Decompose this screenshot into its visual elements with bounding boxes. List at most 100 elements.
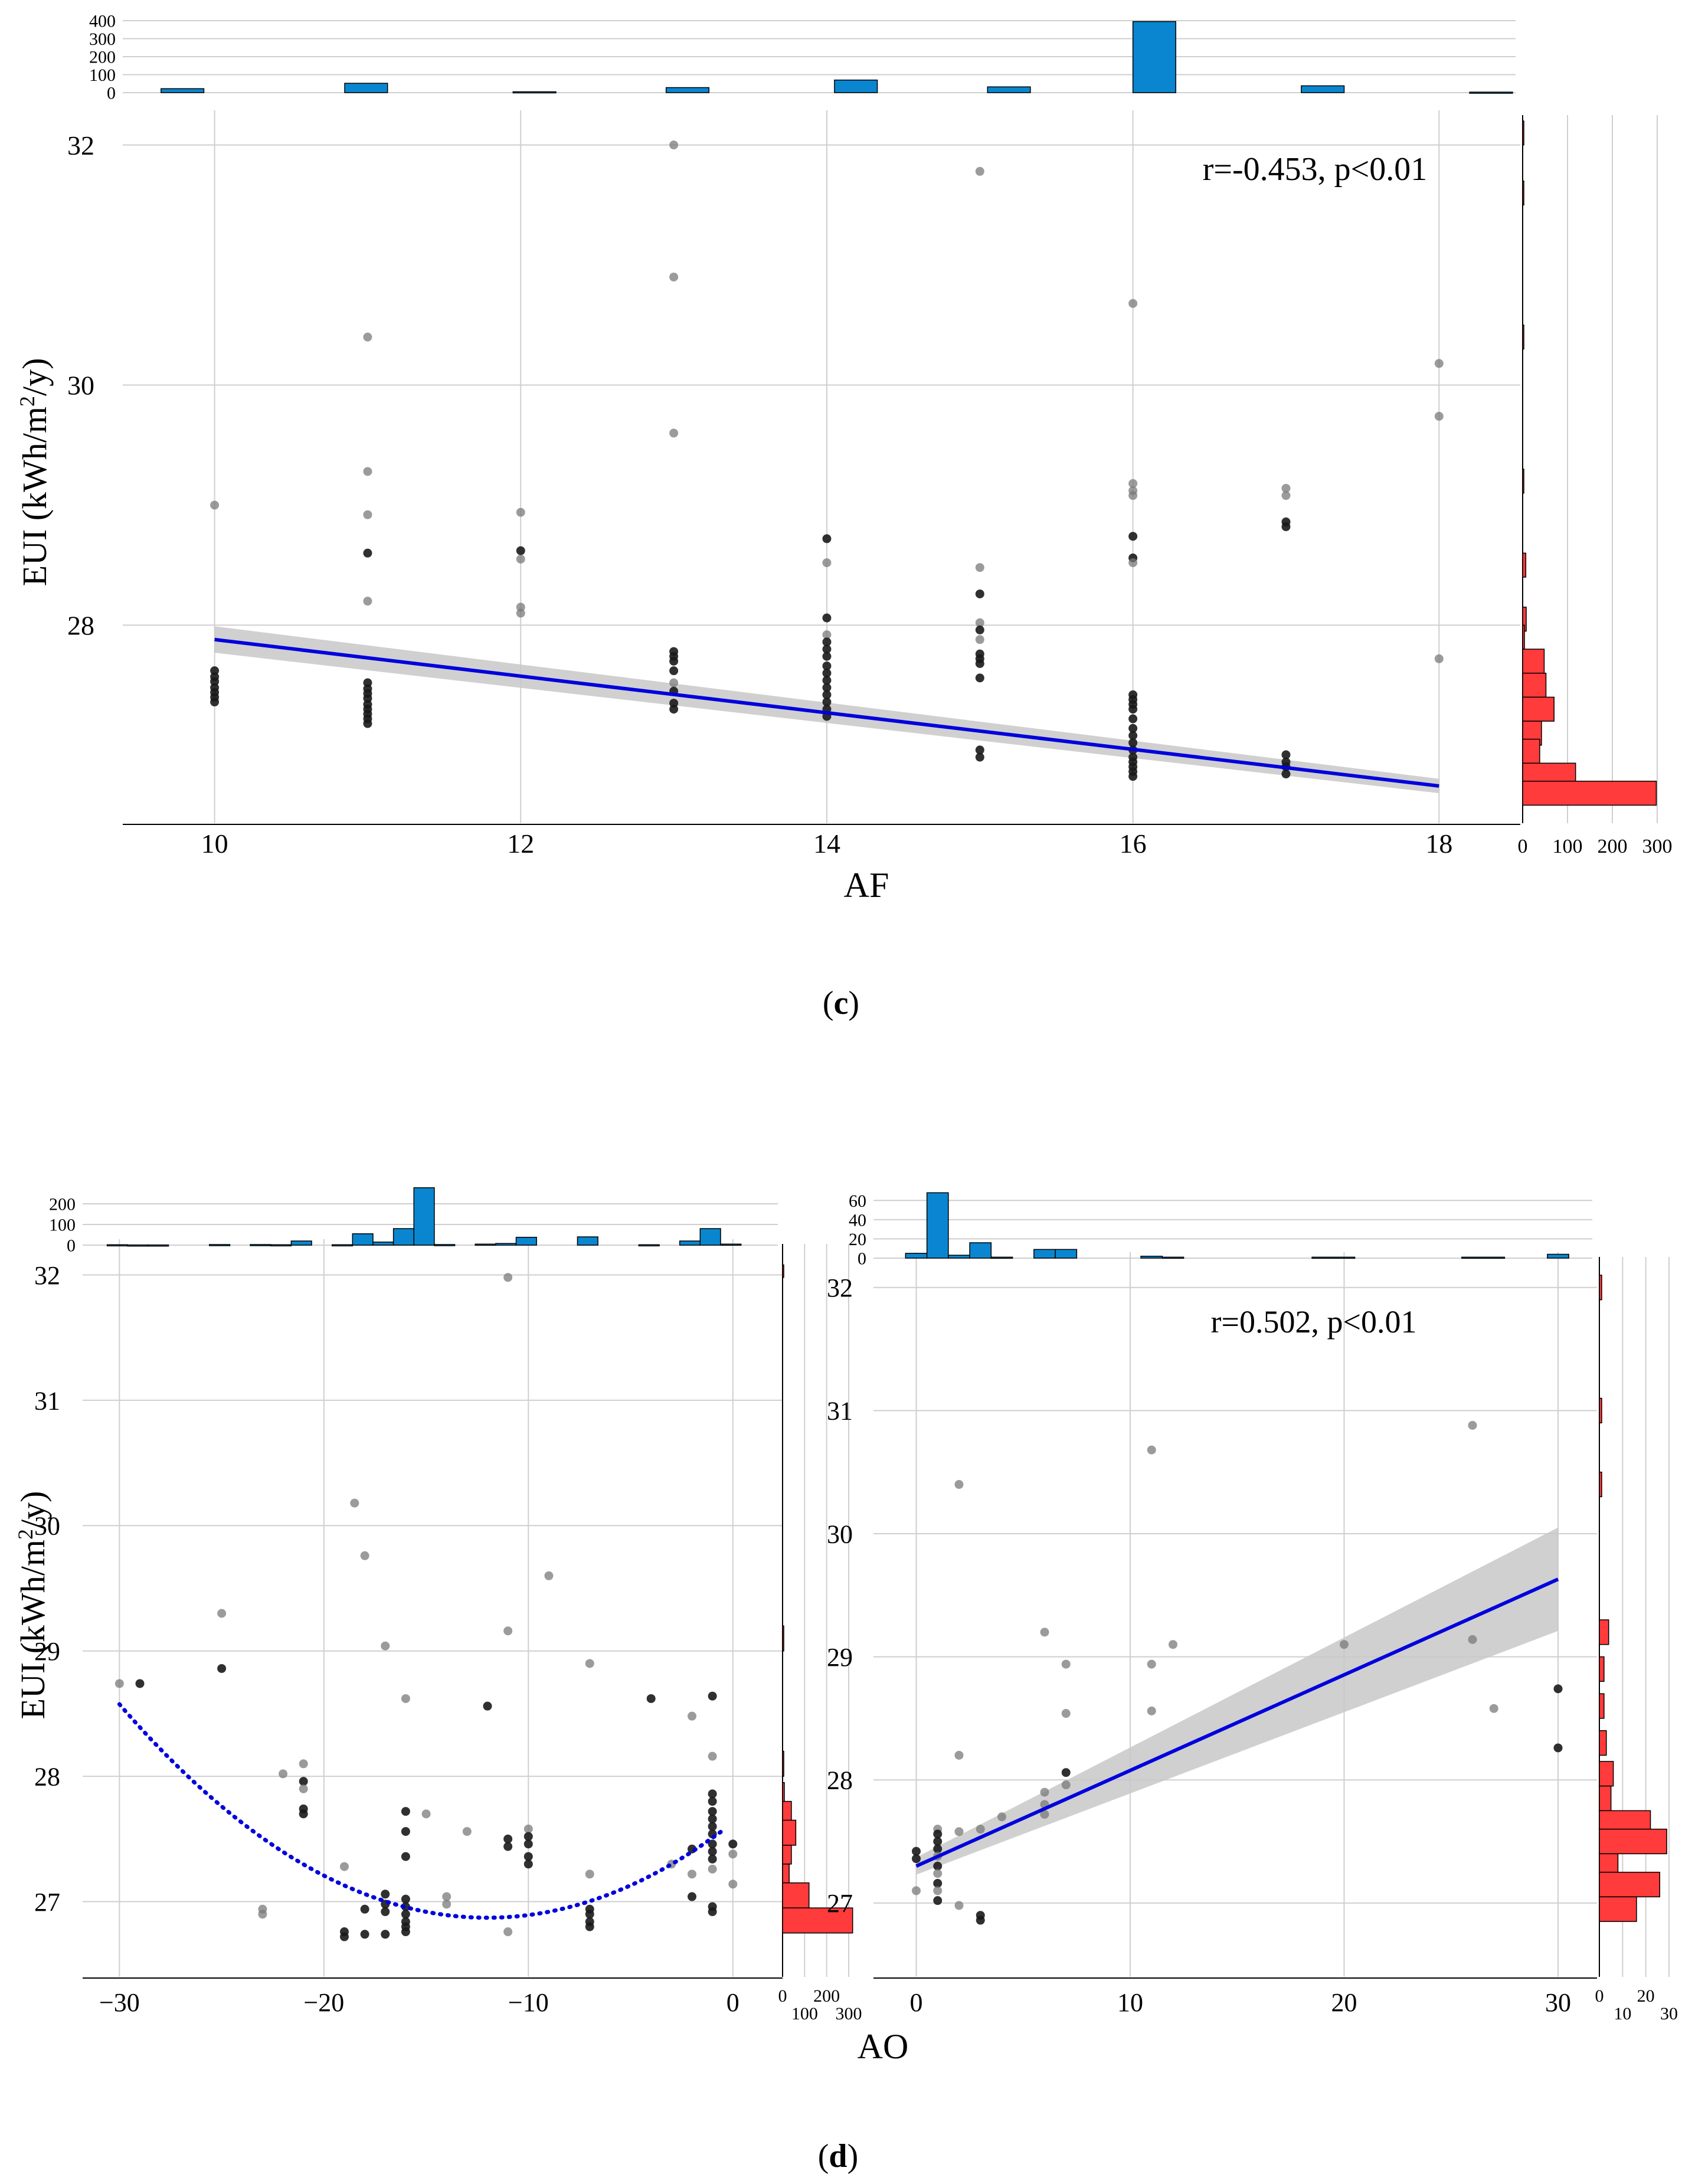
scatter-point [1281, 491, 1291, 500]
x-tick-label: 0 [910, 1988, 923, 2017]
scatter-point [1553, 1684, 1563, 1694]
top-hist-bar [331, 1244, 354, 1247]
scatter-point [299, 1784, 308, 1793]
scatter-point [975, 618, 984, 627]
scatter-point [669, 140, 679, 150]
scatter-point [933, 1829, 943, 1839]
x-tick-label: −30 [99, 1988, 140, 2017]
right-hist-bar [1522, 120, 1524, 146]
top-hist-bar [926, 1192, 949, 1259]
top-hist-tick-label: 200 [49, 1195, 76, 1214]
scatter-point [1128, 714, 1138, 723]
scatter-point [503, 1834, 513, 1844]
top-hist-bar [905, 1253, 928, 1259]
scatter-point [822, 690, 832, 699]
right-hist-bar [1599, 1275, 1602, 1301]
x-tick-label: 30 [1545, 1988, 1571, 2017]
scatter-point [708, 1864, 717, 1874]
top-hist-bar [372, 1242, 394, 1246]
top-hist-bar [1033, 1249, 1056, 1259]
scatter-point [933, 1886, 943, 1895]
scatter-point [401, 1852, 410, 1861]
scatter-point [708, 1907, 717, 1917]
scatter-point [687, 1892, 696, 1901]
x-axis-label: AF [844, 866, 889, 905]
scatter-point [360, 1930, 369, 1939]
scatter-point [708, 1807, 717, 1816]
top-hist-bar [1140, 1255, 1163, 1259]
right-hist-tick-label: 300 [836, 2004, 862, 2023]
scatter-point [954, 1750, 964, 1760]
correlation-annotation: r=-0.453, p<0.01 [1203, 151, 1427, 188]
right-hist-bar [1599, 1810, 1651, 1830]
scatter-point [363, 719, 372, 728]
fit-line [915, 1577, 1559, 1868]
right-hist-bar [1522, 672, 1547, 698]
x-tick-label: 20 [1331, 1988, 1357, 2017]
scatter-point [1147, 1659, 1156, 1669]
y-tick-label: 31 [827, 1397, 853, 1426]
scatter-point [975, 659, 984, 668]
right-hist-tick-label: 10 [1614, 2004, 1631, 2023]
scatter-point [933, 1837, 943, 1846]
top-hist-tick-label: 300 [89, 30, 116, 49]
scatter-point [585, 1922, 594, 1931]
top-hist-bar [352, 1233, 374, 1246]
right-hist-bar [782, 1864, 790, 1884]
scatter-point [1061, 1659, 1071, 1669]
scatter-point [687, 1711, 696, 1721]
scatter-point [822, 637, 832, 647]
top-hist-bar [475, 1243, 496, 1246]
top-hist-bar [106, 1244, 128, 1247]
scatter-point [442, 1900, 451, 1909]
top-hist-tick-label: 40 [849, 1210, 866, 1230]
scatter-point [975, 589, 984, 598]
scatter-point [516, 554, 525, 564]
chart-c: 10 12 14 16 18 28 30 32 AF EUI (kWh/m2/y) r=-0.453… [15, 12, 1673, 905]
scatter-point [401, 1694, 410, 1703]
y-axis-label-tail: /y) [14, 1491, 52, 1529]
scatter-point [822, 662, 832, 671]
scatter-point [523, 1852, 533, 1861]
scatter-point [401, 1894, 410, 1904]
top-hist-bar [1469, 91, 1513, 94]
scatter-point [646, 1694, 656, 1703]
scatter-point [210, 500, 220, 510]
fit-curve-dotted [117, 1702, 725, 1920]
scatter-point [669, 656, 679, 666]
scatter-point [708, 1814, 717, 1823]
top-hist-bar [720, 1243, 742, 1246]
scatter-point [954, 1827, 964, 1836]
top-hist-bar [987, 86, 1031, 93]
right-hist-bar [782, 1819, 797, 1846]
scatter-point [1281, 522, 1291, 532]
top-hist-bar [1547, 1253, 1569, 1259]
right-hist-bar [782, 1750, 784, 1777]
scatter-point [360, 1551, 369, 1560]
x-tick-label: −10 [508, 1988, 549, 2017]
scatter-point [1040, 1810, 1049, 1819]
top-hist-bar [515, 1236, 537, 1246]
scatter-point [975, 625, 984, 634]
scatter-point [363, 510, 372, 519]
y-axis-label-main: EUI (kWh/m [14, 1540, 52, 1719]
scatter-point [516, 608, 525, 618]
confidence-band [916, 1527, 1558, 1875]
right-hist-bar [1522, 469, 1524, 494]
scatter-point [381, 1930, 390, 1939]
right-hist-bar [782, 1907, 853, 1934]
y-tick-label: 28 [827, 1766, 853, 1795]
y-tick-label: 28 [34, 1763, 60, 1792]
scatter-point [585, 1659, 594, 1668]
scatter-point [1061, 1768, 1071, 1777]
scatter-point [1434, 359, 1444, 368]
right-hist-bar [1599, 1761, 1614, 1787]
caption-d-close: ) [847, 2138, 859, 2175]
right-hist-bar [1599, 1828, 1667, 1855]
top-hist-bar [834, 79, 878, 93]
scatter-point [1128, 738, 1138, 748]
scatter-point [401, 1807, 410, 1816]
y-tick-label: 30 [827, 1520, 853, 1548]
